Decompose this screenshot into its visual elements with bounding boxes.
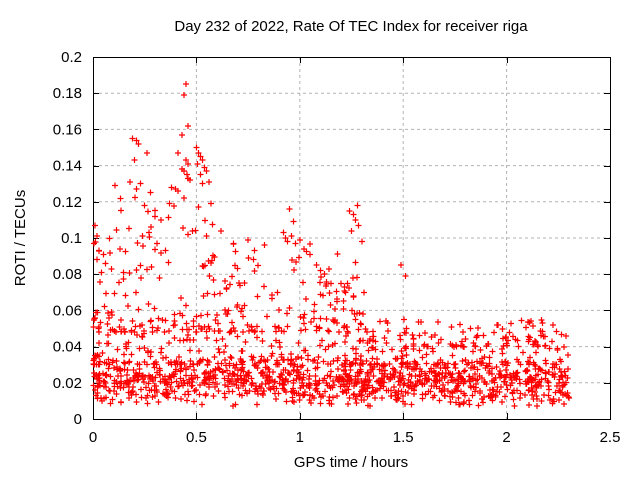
y-tick-label: 0	[74, 411, 82, 428]
data-points	[90, 81, 572, 409]
y-tick-label: 0.18	[53, 85, 82, 102]
y-tick-label: 0.02	[53, 375, 82, 392]
y-tick-label: 0.06	[53, 302, 82, 319]
x-tick-label: 1	[296, 429, 304, 446]
x-tick-label: 0	[89, 429, 97, 446]
x-tick-label: 0.5	[186, 429, 207, 446]
y-tick-label: 0.14	[53, 158, 82, 175]
y-axis-label: ROTI / TECUs	[12, 190, 29, 286]
x-tick-label: 2	[502, 429, 510, 446]
x-axis-label: GPS time / hours	[294, 454, 408, 471]
x-tick-label: 1.5	[393, 429, 414, 446]
tick-labels: 0 0.5 1 1.5 2 2.5 0 0.02 0.04 0.06 0.08 0.1 0.12 0.14…	[53, 49, 621, 446]
axes-frame	[93, 57, 611, 420]
scatter-points	[90, 81, 572, 409]
y-tick-label: 0.08	[53, 266, 82, 283]
y-tick-label: 0.12	[53, 194, 82, 211]
y-tick-label: 0.1	[61, 230, 82, 247]
y-tick-label: 0.2	[61, 49, 82, 66]
x-tick-label: 2.5	[600, 429, 621, 446]
y-tick-label: 0.16	[53, 121, 82, 138]
y-tick-label: 0.04	[53, 339, 82, 356]
chart-title: Day 232 of 2022, Rate Of TEC Index for r…	[174, 18, 528, 35]
